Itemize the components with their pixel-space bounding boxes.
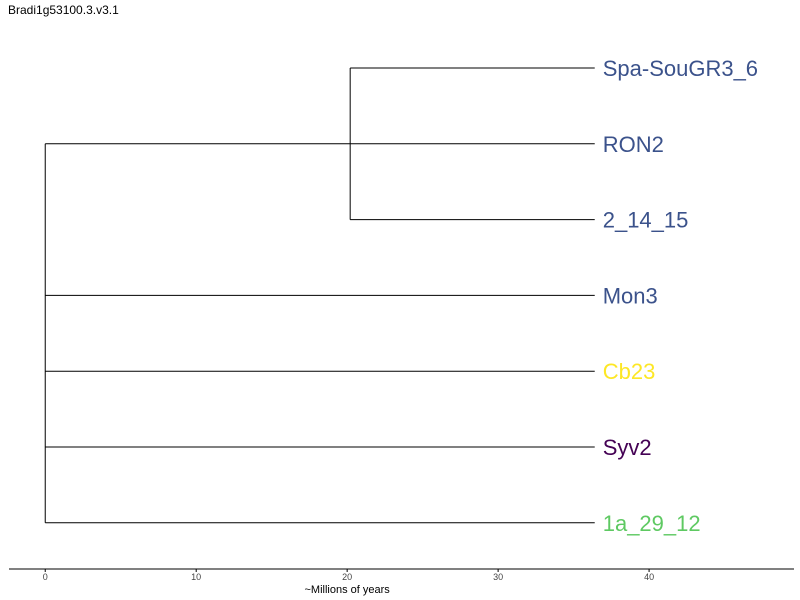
axis-title: ~Millions of years — [305, 584, 391, 596]
tick-label: 30 — [493, 572, 503, 582]
leaf-label-1a_29_12: 1a_29_12 — [603, 511, 701, 536]
page-title: Bradi1g53100.3.v3.1 — [8, 3, 119, 17]
tick-label: 20 — [342, 572, 352, 582]
leaf-labels: Spa-SouGR3_6 RON2 2_14_15 Mon3 Cb23 Syv2 1a_29… — [603, 56, 758, 536]
tick-label: 40 — [644, 572, 654, 582]
leaf-label-RON2: RON2 — [603, 132, 664, 157]
leaf-label-2_14_15: 2_14_15 — [603, 208, 689, 233]
leaf-label-Spa-SouGR3_6: Spa-SouGR3_6 — [603, 56, 758, 81]
leaf-label-Syv2: Syv2 — [603, 435, 652, 460]
time-axis: 0 10 20 30 40 ~Millions of years — [9, 568, 794, 596]
tick-label: 10 — [191, 572, 201, 582]
tree-branches — [44, 67, 595, 524]
leaf-label-Cb23: Cb23 — [603, 359, 656, 384]
leaf-label-Mon3: Mon3 — [603, 283, 658, 308]
tick-label: 0 — [43, 572, 48, 582]
